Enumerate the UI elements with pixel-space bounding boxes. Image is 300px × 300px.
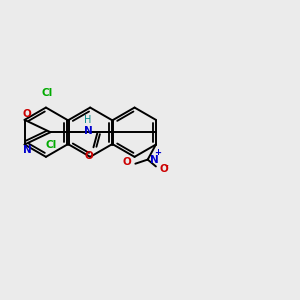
Text: O: O: [85, 151, 94, 161]
Text: N: N: [84, 126, 93, 136]
Text: N: N: [150, 154, 158, 165]
Text: O: O: [23, 110, 32, 119]
Text: O: O: [122, 157, 131, 167]
Text: O: O: [159, 164, 168, 174]
Text: -: -: [165, 162, 169, 171]
Text: +: +: [154, 148, 161, 157]
Text: Cl: Cl: [42, 88, 53, 98]
Text: Cl: Cl: [46, 140, 57, 149]
Text: N: N: [23, 145, 32, 155]
Text: H: H: [84, 115, 91, 125]
